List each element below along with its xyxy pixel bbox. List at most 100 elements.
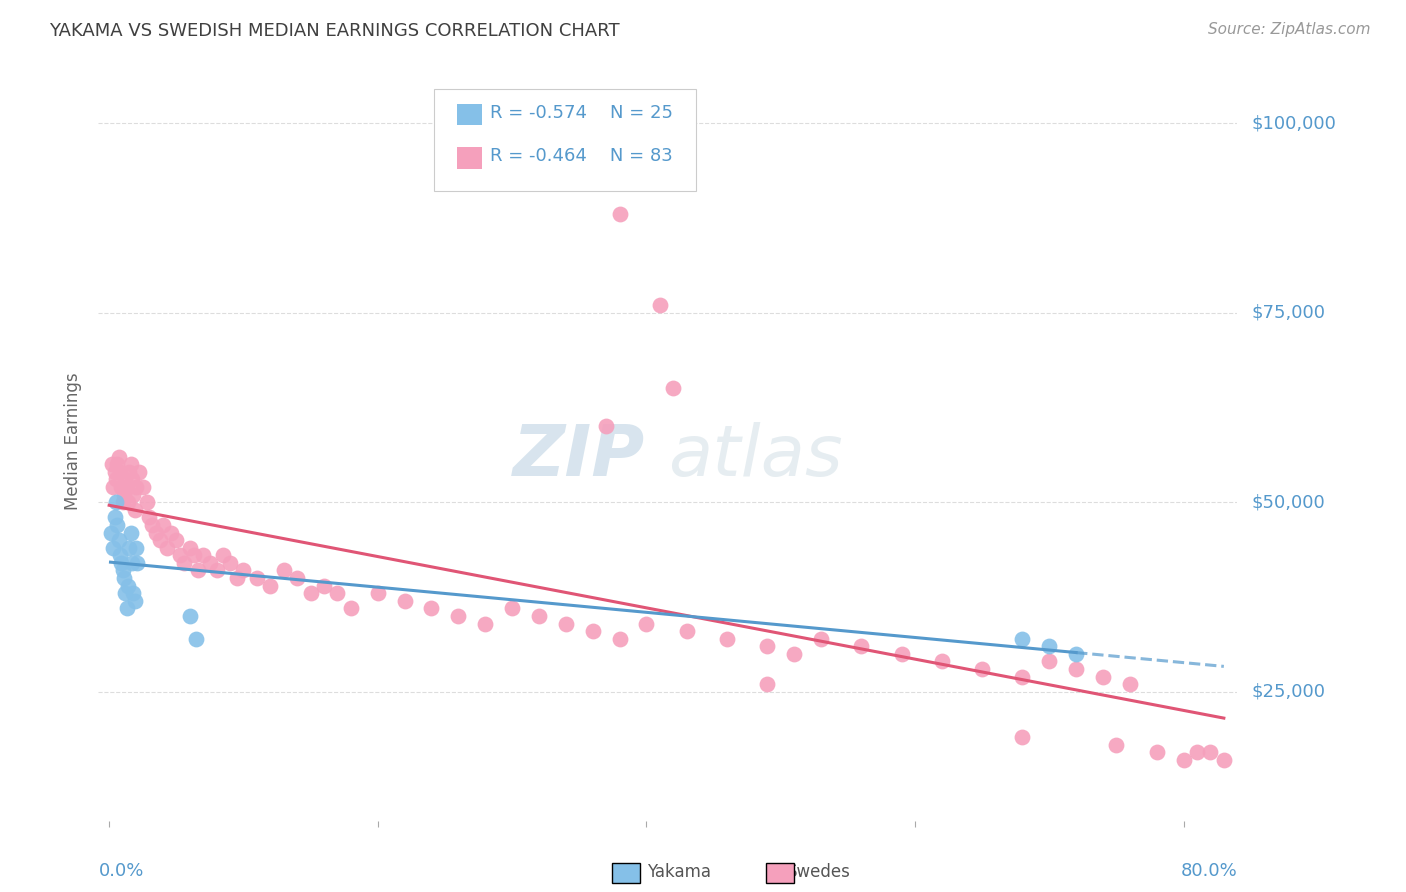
Point bbox=[394, 594, 416, 608]
Point bbox=[609, 632, 631, 646]
Point bbox=[232, 564, 254, 578]
Point bbox=[121, 473, 143, 487]
Point bbox=[648, 298, 671, 312]
Y-axis label: Median Earnings: Median Earnings bbox=[65, 373, 83, 510]
Point bbox=[756, 639, 779, 653]
Point bbox=[104, 495, 127, 509]
Point bbox=[149, 533, 172, 547]
Point bbox=[156, 541, 179, 555]
Point bbox=[115, 480, 138, 494]
Point bbox=[972, 662, 994, 676]
Point bbox=[367, 586, 389, 600]
Point bbox=[1173, 753, 1195, 767]
Point bbox=[212, 548, 235, 563]
Point bbox=[118, 465, 141, 479]
Point bbox=[103, 541, 125, 555]
Point bbox=[117, 579, 139, 593]
Point bbox=[111, 495, 134, 509]
Text: R = -0.574    N = 25: R = -0.574 N = 25 bbox=[491, 104, 673, 122]
Point bbox=[716, 632, 738, 646]
Point bbox=[285, 571, 308, 585]
Point bbox=[1119, 677, 1142, 691]
Point bbox=[132, 480, 155, 494]
Point bbox=[1105, 738, 1128, 752]
Text: atlas: atlas bbox=[668, 422, 842, 491]
Point bbox=[1011, 730, 1033, 744]
Text: $100,000: $100,000 bbox=[1251, 114, 1336, 132]
Point bbox=[198, 556, 221, 570]
Point bbox=[124, 503, 146, 517]
FancyBboxPatch shape bbox=[434, 89, 696, 191]
FancyBboxPatch shape bbox=[457, 104, 482, 126]
Point bbox=[219, 556, 242, 570]
Point bbox=[138, 510, 160, 524]
Point bbox=[447, 608, 470, 623]
Point bbox=[662, 382, 685, 396]
Text: Yakama: Yakama bbox=[647, 863, 711, 881]
Point bbox=[165, 533, 187, 547]
Point bbox=[1199, 746, 1222, 760]
Point bbox=[135, 495, 157, 509]
Point bbox=[110, 556, 132, 570]
Point bbox=[609, 207, 631, 221]
Point bbox=[122, 586, 145, 600]
Text: ZIP: ZIP bbox=[513, 422, 645, 491]
Point bbox=[1091, 669, 1114, 683]
Text: 80.0%: 80.0% bbox=[1181, 863, 1237, 880]
Point bbox=[420, 601, 443, 615]
Point bbox=[108, 548, 131, 563]
Point bbox=[105, 517, 128, 532]
Point bbox=[1038, 639, 1060, 653]
Text: Swedes: Swedes bbox=[787, 863, 851, 881]
Point bbox=[225, 571, 247, 585]
Point bbox=[179, 608, 201, 623]
Point bbox=[115, 601, 138, 615]
Point bbox=[112, 571, 135, 585]
Text: R = -0.464    N = 83: R = -0.464 N = 83 bbox=[491, 146, 673, 165]
Point bbox=[193, 548, 215, 563]
Point bbox=[120, 525, 142, 540]
Point bbox=[527, 608, 550, 623]
Point bbox=[259, 579, 281, 593]
Text: Source: ZipAtlas.com: Source: ZipAtlas.com bbox=[1208, 22, 1371, 37]
Point bbox=[1038, 655, 1060, 669]
Point bbox=[114, 473, 136, 487]
Point bbox=[100, 525, 122, 540]
Point bbox=[128, 465, 150, 479]
Point bbox=[186, 632, 208, 646]
Point bbox=[636, 616, 658, 631]
Point bbox=[187, 564, 209, 578]
Point bbox=[931, 655, 953, 669]
Point bbox=[121, 556, 143, 570]
Point bbox=[1011, 632, 1033, 646]
Point bbox=[340, 601, 363, 615]
Point bbox=[1011, 669, 1033, 683]
Point bbox=[104, 473, 127, 487]
Point bbox=[783, 647, 806, 661]
Point bbox=[111, 564, 134, 578]
Point bbox=[152, 517, 174, 532]
Text: $50,000: $50,000 bbox=[1251, 493, 1324, 511]
Point bbox=[125, 541, 148, 555]
Point bbox=[595, 419, 617, 434]
Point bbox=[183, 548, 205, 563]
FancyBboxPatch shape bbox=[457, 147, 482, 169]
Point bbox=[273, 564, 295, 578]
Text: YAKAMA VS SWEDISH MEDIAN EARNINGS CORRELATION CHART: YAKAMA VS SWEDISH MEDIAN EARNINGS CORREL… bbox=[49, 22, 620, 40]
Point bbox=[108, 465, 131, 479]
Point bbox=[851, 639, 873, 653]
Point bbox=[1064, 647, 1087, 661]
Point bbox=[110, 480, 132, 494]
Point bbox=[756, 677, 779, 691]
Point bbox=[145, 525, 167, 540]
Point bbox=[141, 517, 163, 532]
Point bbox=[125, 480, 148, 494]
Point bbox=[112, 487, 135, 501]
Point bbox=[103, 510, 125, 524]
Point bbox=[205, 564, 228, 578]
Point bbox=[107, 450, 129, 464]
Point bbox=[312, 579, 335, 593]
Point bbox=[103, 480, 125, 494]
Point bbox=[1212, 753, 1234, 767]
Text: 0.0%: 0.0% bbox=[98, 863, 143, 880]
